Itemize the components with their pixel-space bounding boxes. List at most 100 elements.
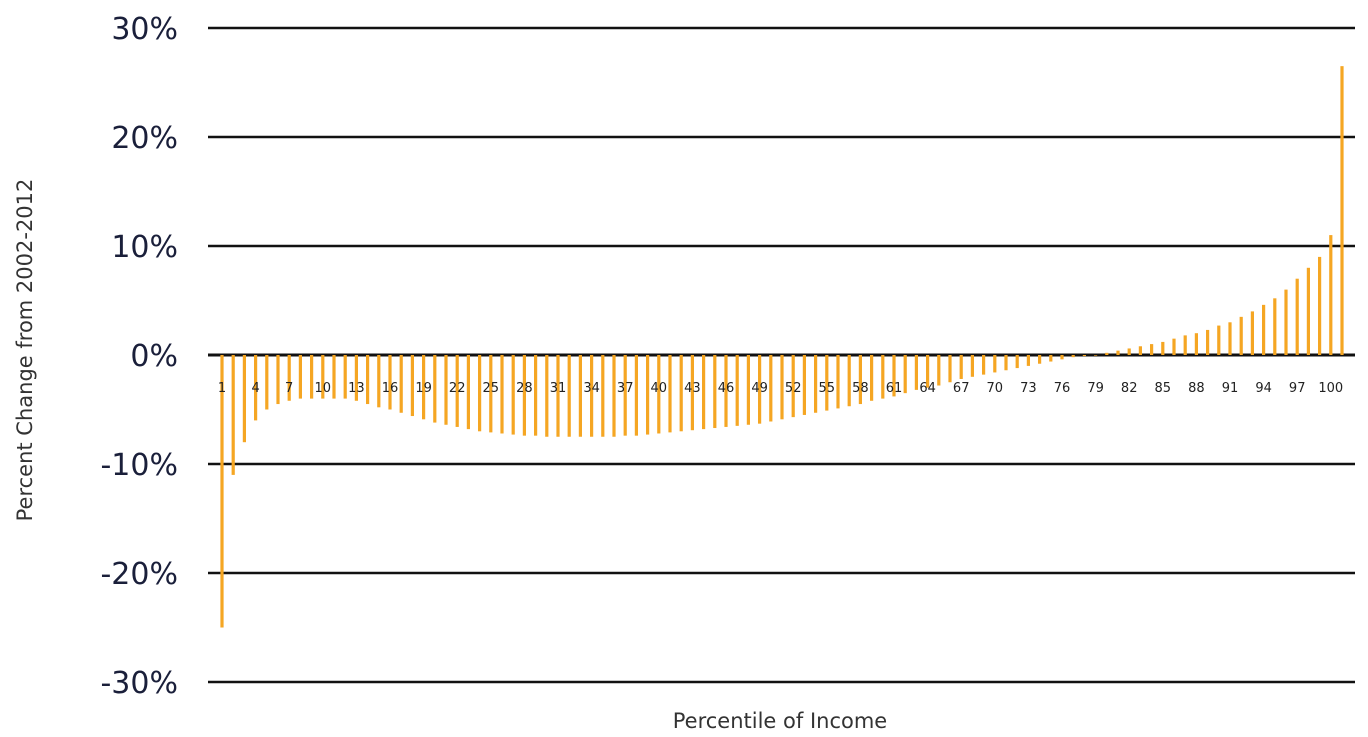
y-tick-label: 20% [111,121,178,156]
x-tick-label: 55 [819,381,836,396]
bar [298,355,302,399]
bar [1082,355,1086,357]
bar [657,355,661,434]
bar [478,355,482,432]
bar [870,355,874,401]
bar [1273,298,1277,355]
bar [993,355,997,373]
bar [522,355,526,436]
x-tick-label: 4 [251,381,259,396]
bar [220,355,224,628]
x-tick-label: 22 [449,381,466,396]
x-tick-label: 37 [617,381,634,396]
bar [1228,322,1232,355]
bar [634,355,638,436]
bar [612,355,616,437]
bar [1295,278,1299,355]
bar [254,355,258,421]
bar [466,355,470,430]
bar [746,355,750,425]
bar [914,355,918,390]
bar [310,355,314,399]
x-tick-label: 73 [1020,381,1037,396]
x-tick-label: 49 [751,381,768,396]
bar [1340,66,1344,356]
bar [276,355,280,405]
bar [1071,355,1075,358]
bar [332,355,336,399]
y-tick-label: -20% [100,557,178,592]
y-tick-labels: 30% 20% 10% 0% -10% -20% -30% [100,12,178,701]
x-tick-label: 58 [852,381,869,396]
x-tick-labels: 1 4 7 10 13 16 19 22 25 28 31 34 37 40 43 46 49 52 55 58 61 6… [218,381,1343,396]
bar [1004,355,1008,371]
x-tick-label: 19 [415,381,432,396]
bar [422,355,426,420]
bar [1250,311,1254,355]
bar [926,355,930,388]
x-tick-label: 34 [583,381,600,396]
bar [500,355,504,434]
x-tick-label: 46 [718,381,735,396]
y-tick-label: 30% [111,12,178,47]
x-tick-label: 64 [919,381,936,396]
bars [220,66,1344,628]
bar [1105,352,1109,355]
bar [758,355,762,424]
x-tick-label: 28 [516,381,533,396]
bar [366,355,370,405]
bar [769,355,773,422]
bar [1318,256,1322,355]
bar [242,355,246,443]
x-tick-label: 1 [218,381,226,396]
bar [343,355,347,399]
bar [646,355,650,435]
bar [1150,344,1154,355]
bar [601,355,605,437]
bar [231,355,235,475]
bar [948,355,952,383]
bar [735,355,739,426]
bar [1284,289,1288,355]
y-tick-label: -10% [100,448,178,483]
x-tick-label: 52 [785,381,802,396]
bar [1194,333,1198,355]
bar [1026,355,1030,366]
bar [836,355,840,409]
x-tick-label: 94 [1255,381,1272,396]
x-tick-label: 40 [651,381,668,396]
x-tick-label: 61 [886,381,903,396]
x-tick-label: 91 [1222,381,1239,396]
bar [567,355,571,437]
x-tick-label: 76 [1054,381,1071,396]
bar [1262,304,1266,355]
bar [399,355,403,413]
bar [847,355,851,407]
bar [982,355,986,375]
bar [668,355,672,433]
x-tick-label: 97 [1289,381,1306,396]
bar [287,355,291,401]
y-tick-label: -30% [100,666,178,701]
bar [556,355,560,437]
bar [791,355,795,418]
bar [1183,335,1187,355]
x-axis-title: Percentile of Income [673,709,887,733]
bar [858,355,862,405]
bar [903,355,907,394]
y-tick-label: 0% [130,339,178,374]
bar [1161,341,1165,355]
bar [623,355,627,436]
bar [1239,316,1243,355]
y-axis-title: Percent Change from 2002-2012 [13,179,37,522]
bar [937,355,941,386]
bar [724,355,728,427]
bar [1172,338,1176,355]
bar [1060,355,1064,360]
gridlines [208,26,1355,684]
bar [1306,267,1310,355]
bar [713,355,717,429]
x-tick-label: 10 [315,381,332,396]
x-tick-label: 79 [1087,381,1104,396]
bar [321,355,325,399]
